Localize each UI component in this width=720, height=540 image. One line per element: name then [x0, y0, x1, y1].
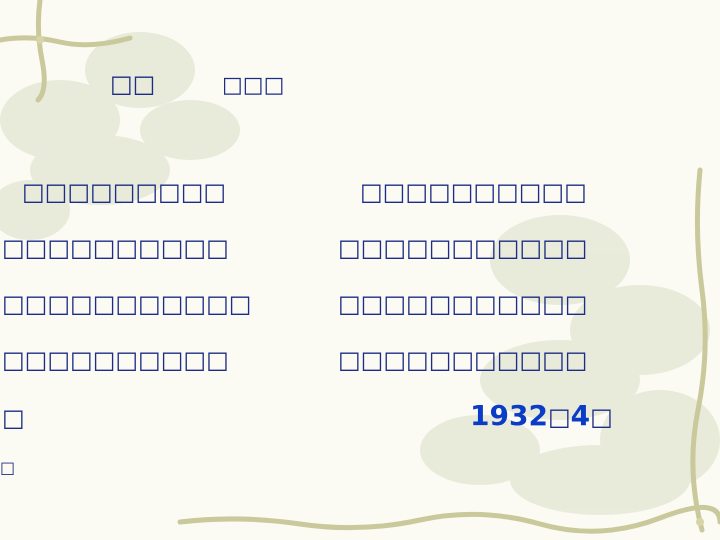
right-line-1: □□□□□□□□□□: [360, 178, 587, 206]
right-line-3: □□□□□□□□□□□: [338, 290, 588, 318]
left-line-1: □□□□□□□□□: [22, 178, 227, 206]
left-line-2: □□□□□□□□□□: [2, 234, 229, 262]
slide-heading-right: □□□: [222, 73, 285, 98]
date-line: 1932□4□: [470, 399, 613, 432]
right-line-4: □□□□□□□□□□□: [338, 346, 588, 374]
flower-decoration-bottom-right: [420, 215, 720, 515]
date-month: 4: [570, 399, 591, 432]
left-line-3: □□□□□□□□□□□: [2, 290, 252, 318]
right-line-2: □□□□□□□□□□□: [338, 234, 588, 262]
left-line-6: □: [0, 458, 16, 477]
slide-heading-left: □□: [110, 70, 156, 98]
date-separator: □: [547, 403, 571, 431]
left-line-4: □□□□□□□□□□: [2, 346, 229, 374]
flower-decoration-top-left: [0, 32, 240, 240]
left-line-5: □: [2, 404, 25, 432]
date-tail: □: [590, 403, 613, 431]
date-year: 1932: [470, 399, 548, 432]
